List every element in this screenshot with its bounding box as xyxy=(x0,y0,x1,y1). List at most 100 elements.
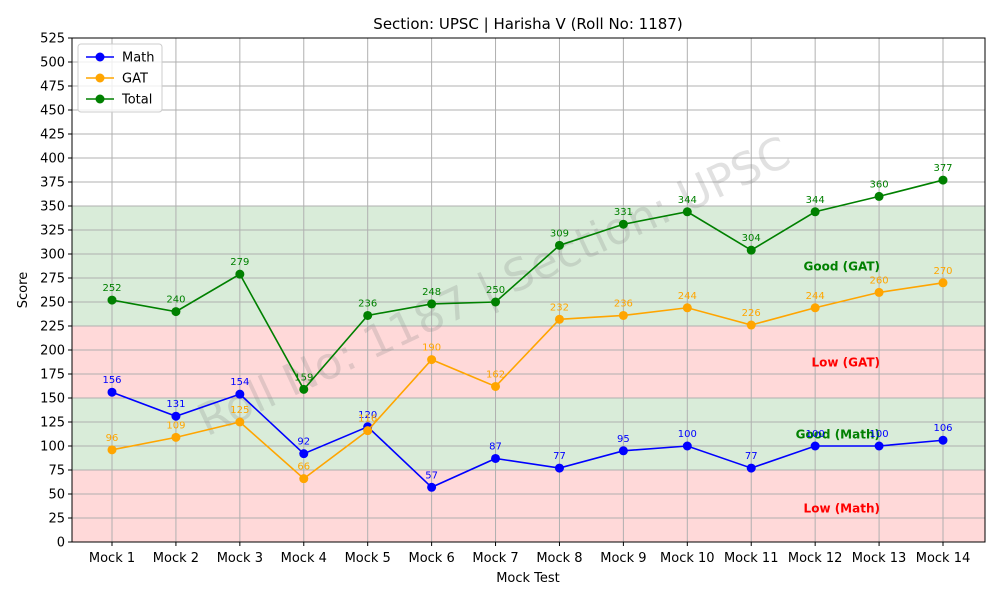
y-axis-label: Score xyxy=(16,272,31,308)
band-label-3: Good (GAT) xyxy=(804,259,880,273)
total-point-13 xyxy=(874,191,884,201)
total-point-1 xyxy=(107,295,117,305)
y-tick-label-8: 200 xyxy=(40,344,65,359)
y-tick-label-17: 425 xyxy=(40,128,65,143)
total-point-5 xyxy=(363,310,373,320)
math-point-4 xyxy=(299,449,309,459)
x-tick-label-2: Mock 3 xyxy=(217,551,263,566)
math-data-label-6: 57 xyxy=(425,470,438,481)
total-data-label-14: 377 xyxy=(933,163,952,174)
gat-data-label-7: 162 xyxy=(486,369,505,380)
y-tick-label-20: 500 xyxy=(40,56,65,71)
total-point-10 xyxy=(682,207,692,217)
math-point-7 xyxy=(491,453,501,463)
x-tick-label-8: Mock 9 xyxy=(600,551,646,566)
total-point-9 xyxy=(618,219,628,229)
y-tick-label-18: 450 xyxy=(40,104,65,119)
y-tick-label-21: 525 xyxy=(40,32,65,47)
x-tick-label-1: Mock 2 xyxy=(153,551,199,566)
total-point-7 xyxy=(491,297,501,307)
total-point-3 xyxy=(235,269,245,279)
total-point-2 xyxy=(171,307,181,317)
band-1 xyxy=(72,398,985,470)
legend-total-label: Total xyxy=(121,93,152,108)
gat-data-label-2: 109 xyxy=(166,420,185,431)
math-point-12 xyxy=(810,441,820,451)
math-data-label-5: 120 xyxy=(358,410,377,421)
total-point-12 xyxy=(810,207,820,217)
x-tick-label-9: Mock 10 xyxy=(660,551,715,566)
y-tick-label-19: 475 xyxy=(40,80,65,95)
y-tick-label-5: 125 xyxy=(40,416,65,431)
legend-total-marker xyxy=(95,94,105,104)
y-tick-label-12: 300 xyxy=(40,248,65,263)
gat-data-label-12: 244 xyxy=(806,291,825,302)
chart-title: Section: UPSC | Harisha V (Roll No: 1187… xyxy=(373,15,682,33)
total-data-label-12: 344 xyxy=(806,195,825,206)
math-point-11 xyxy=(746,463,756,473)
band-3 xyxy=(72,206,985,326)
math-point-1 xyxy=(107,387,117,397)
math-point-2 xyxy=(171,411,181,421)
x-tick-label-0: Mock 1 xyxy=(89,551,135,566)
y-tick-label-6: 150 xyxy=(40,392,65,407)
x-tick-label-13: Mock 14 xyxy=(916,551,971,566)
total-data-label-3: 279 xyxy=(230,257,249,268)
gat-point-2 xyxy=(171,432,181,442)
math-data-label-11: 77 xyxy=(745,451,758,462)
y-tick-label-14: 350 xyxy=(40,200,65,215)
gat-point-3 xyxy=(235,417,245,427)
math-data-label-14: 106 xyxy=(933,423,952,434)
gat-point-6 xyxy=(427,355,437,365)
math-data-label-2: 131 xyxy=(166,399,185,410)
gat-point-12 xyxy=(810,303,820,313)
legend-gat-marker xyxy=(95,73,105,83)
math-data-label-12: 100 xyxy=(806,429,825,440)
total-data-label-13: 360 xyxy=(870,179,889,190)
total-data-label-2: 240 xyxy=(166,295,185,306)
x-axis-label: Mock Test xyxy=(496,571,560,586)
gat-point-9 xyxy=(618,310,628,320)
x-axis: Mock 1 Mock 2 Mock 3 Mock 4 Mock 5 Mock 6 Mock… xyxy=(89,542,970,566)
total-data-label-7: 250 xyxy=(486,285,505,296)
gat-point-8 xyxy=(554,314,564,324)
x-tick-label-7: Mock 8 xyxy=(536,551,582,566)
math-series-line xyxy=(111,391,944,489)
math-data-label-1: 156 xyxy=(102,375,121,386)
gat-data-label-1: 96 xyxy=(106,433,119,444)
legend: Math GAT Total xyxy=(77,43,163,113)
gat-point-5 xyxy=(363,426,373,436)
total-data-label-6: 248 xyxy=(422,287,441,298)
band-label-0: Low (Math) xyxy=(804,501,880,515)
y-tick-label-16: 400 xyxy=(40,152,65,167)
total-point-14 xyxy=(938,175,948,185)
gat-point-7 xyxy=(491,381,501,391)
gat-data-label-9: 236 xyxy=(614,298,633,309)
math-point-6 xyxy=(427,482,437,492)
math-point-14 xyxy=(938,435,948,445)
total-data-label-10: 344 xyxy=(678,195,697,206)
gat-data-label-8: 232 xyxy=(550,302,569,313)
gat-data-label-3: 125 xyxy=(230,405,249,416)
x-tick-label-12: Mock 13 xyxy=(852,551,907,566)
math-data-label-9: 95 xyxy=(617,434,630,445)
gat-data-label-5: 116 xyxy=(358,414,377,425)
math-point-8 xyxy=(554,463,564,473)
y-tick-label-1: 25 xyxy=(48,512,65,527)
total-data-label-8: 309 xyxy=(550,228,569,239)
gat-point-4 xyxy=(299,474,309,484)
x-tick-label-10: Mock 11 xyxy=(724,551,779,566)
math-data-label-4: 92 xyxy=(297,437,310,448)
gat-data-label-10: 244 xyxy=(678,291,697,302)
grid-layer xyxy=(72,37,985,543)
gat-data-label-4: 66 xyxy=(297,462,310,473)
total-series-line xyxy=(111,179,944,391)
band-label-layer: Low (Math) Good (Math) Low (GAT) Good (GAT) xyxy=(796,259,880,515)
x-tick-label-4: Mock 5 xyxy=(345,551,391,566)
y-tick-label-10: 250 xyxy=(40,296,65,311)
gat-point-14 xyxy=(938,278,948,288)
gat-data-label-6: 190 xyxy=(422,343,441,354)
total-point-8 xyxy=(554,240,564,250)
gat-data-label-11: 226 xyxy=(742,308,761,319)
